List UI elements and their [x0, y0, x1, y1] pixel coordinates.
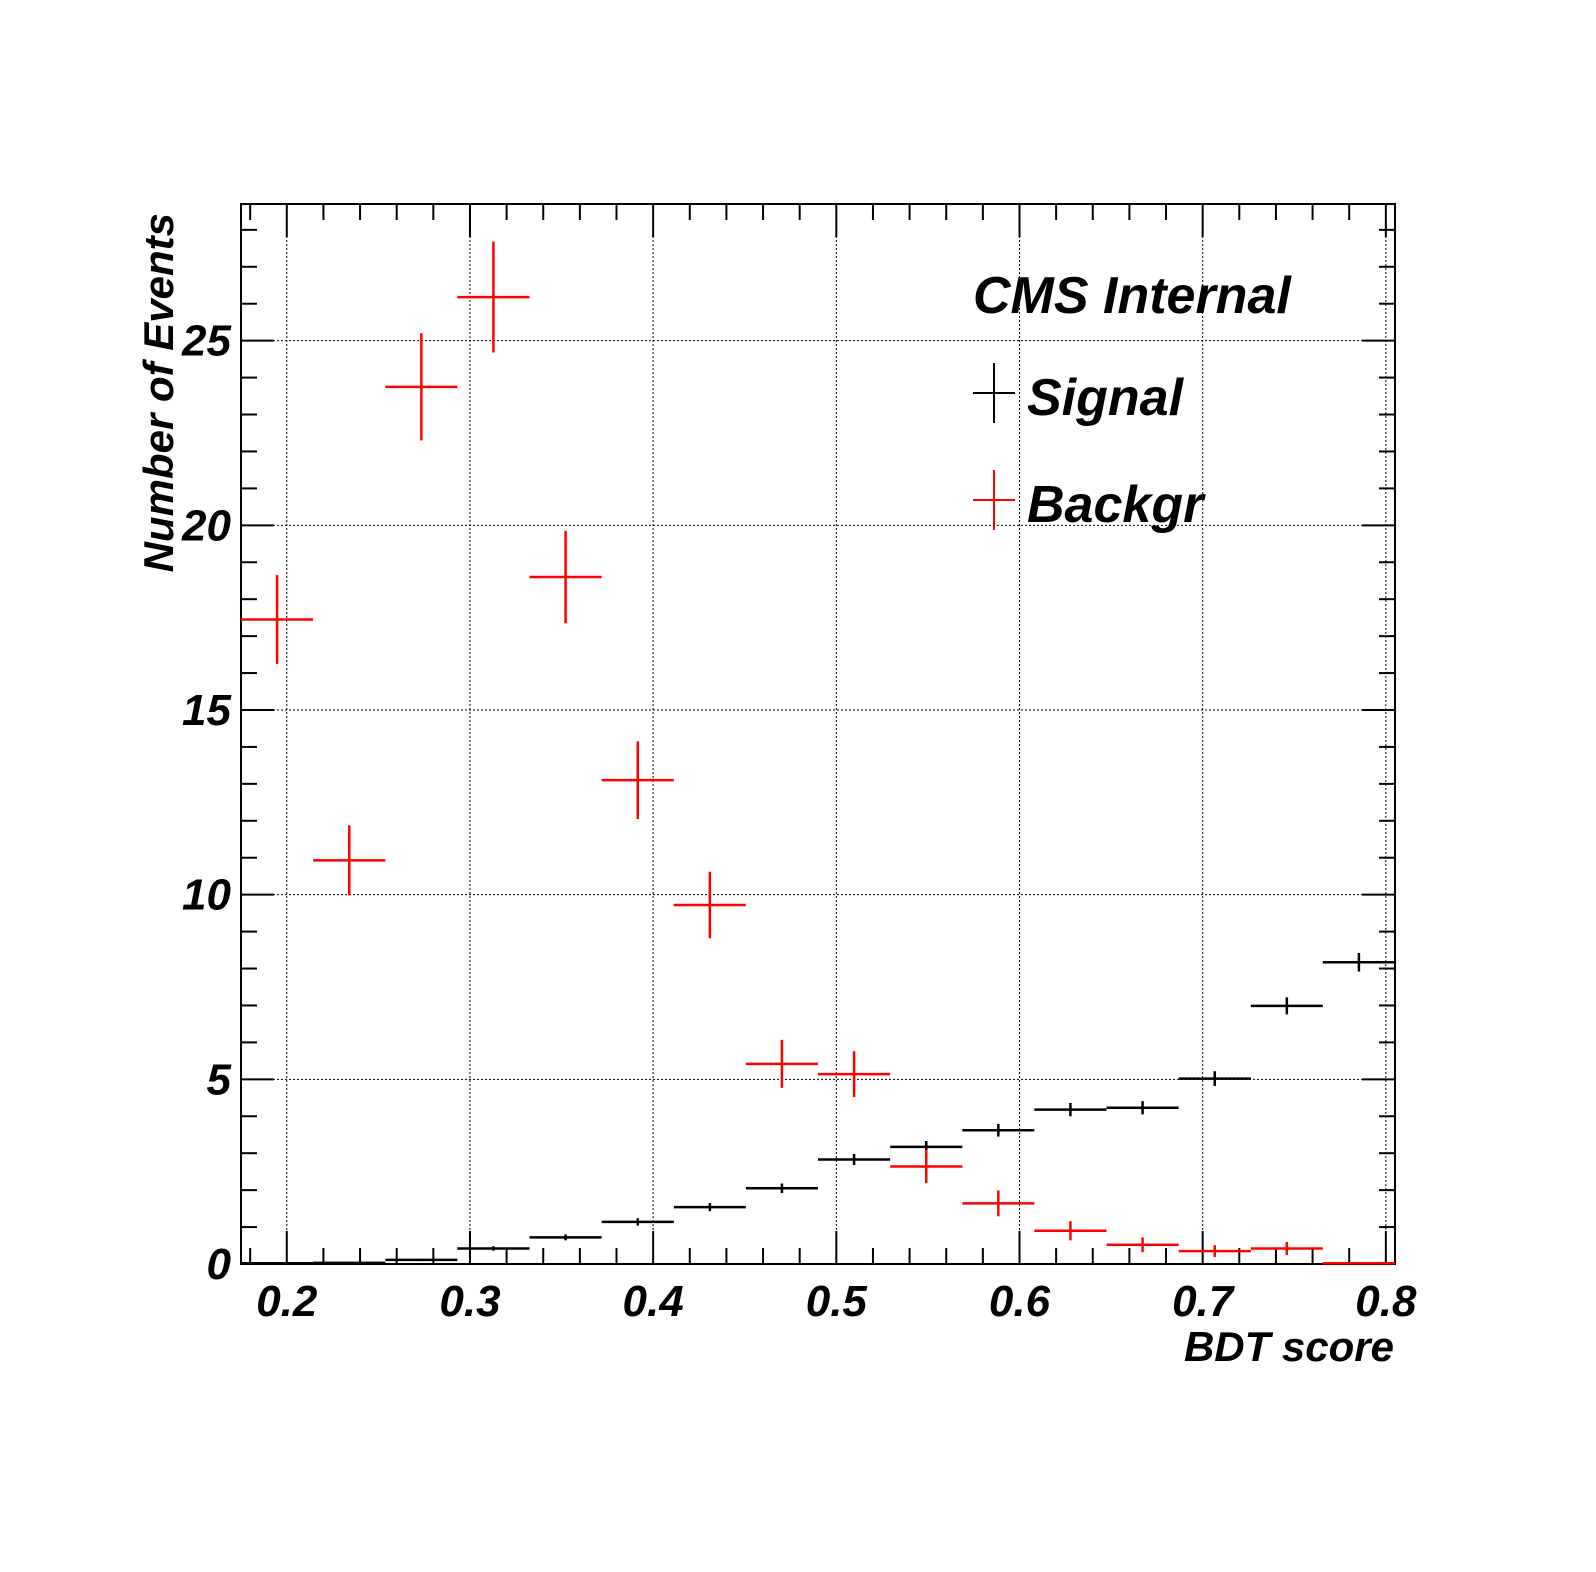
signal-point	[529, 1234, 602, 1241]
legend-signal-label: Signal	[1027, 369, 1185, 427]
series-signal	[241, 953, 1395, 1265]
backgr-point	[890, 1149, 963, 1184]
grid	[241, 204, 1395, 1264]
backgr-point	[1034, 1221, 1107, 1241]
x-tick-label: 0.6	[989, 1277, 1051, 1326]
x-tick-label: 0.3	[439, 1277, 500, 1326]
legend: Signal Backgr	[973, 363, 1206, 534]
signal-point	[385, 1258, 458, 1262]
y-axis-label: Number of Events	[135, 213, 182, 572]
legend-entry-signal: Signal	[973, 363, 1185, 427]
y-tick-labels: 0 5 10 15 20 25	[181, 317, 231, 1289]
series-backgr	[241, 241, 1395, 1265]
signal-point	[241, 1262, 314, 1265]
signal-point	[1250, 997, 1323, 1015]
signal-point	[962, 1124, 1035, 1137]
backgr-point	[745, 1039, 818, 1088]
backgr-point	[1106, 1237, 1179, 1253]
signal-point	[1034, 1102, 1107, 1117]
y-tick-label: 20	[181, 501, 231, 550]
y-tick-label: 25	[181, 317, 231, 366]
y-tick-label: 5	[207, 1055, 232, 1104]
backgr-point	[1322, 1262, 1395, 1265]
signal-point	[745, 1183, 818, 1194]
backgr-point	[241, 575, 314, 664]
signal-point	[673, 1203, 746, 1212]
backgr-point	[1178, 1245, 1251, 1257]
backgr-point	[818, 1051, 891, 1098]
backgr-point	[457, 241, 530, 353]
legend-backgr-label: Backgr	[1027, 476, 1206, 534]
x-tick-label: 0.4	[623, 1277, 684, 1326]
axis-ticks	[241, 204, 1395, 1265]
x-tick-label: 0.5	[806, 1277, 868, 1326]
signal-point	[818, 1153, 891, 1166]
x-tick-label: 0.7	[1172, 1277, 1236, 1326]
plot-frame	[240, 203, 1396, 1265]
signal-point	[601, 1218, 674, 1226]
x-tick-label: 0.8	[1355, 1277, 1417, 1326]
signal-point	[1322, 953, 1395, 972]
y-tick-label: 15	[182, 686, 231, 735]
backgr-point	[673, 871, 746, 939]
legend-entry-backgr: Backgr	[973, 470, 1206, 534]
x-tick-label: 0.2	[256, 1277, 318, 1326]
backgr-point	[962, 1190, 1035, 1217]
x-tick-labels: 0.2 0.3 0.4 0.5 0.6 0.7 0.8	[256, 1277, 1417, 1326]
signal-point	[313, 1261, 386, 1265]
x-axis-label: BDT score	[1184, 1323, 1394, 1370]
backgr-point	[601, 741, 674, 819]
backgr-point	[529, 530, 602, 624]
signal-point	[457, 1246, 530, 1251]
backgr-point	[385, 333, 458, 441]
y-tick-label: 10	[182, 871, 231, 920]
y-tick-label: 0	[207, 1240, 232, 1289]
cms-internal-label: CMS Internal	[973, 267, 1292, 325]
signal-point	[1178, 1071, 1251, 1086]
signal-point	[1106, 1101, 1179, 1115]
backgr-point	[1250, 1241, 1323, 1256]
data-points	[241, 241, 1395, 1265]
backgr-point	[313, 825, 386, 896]
